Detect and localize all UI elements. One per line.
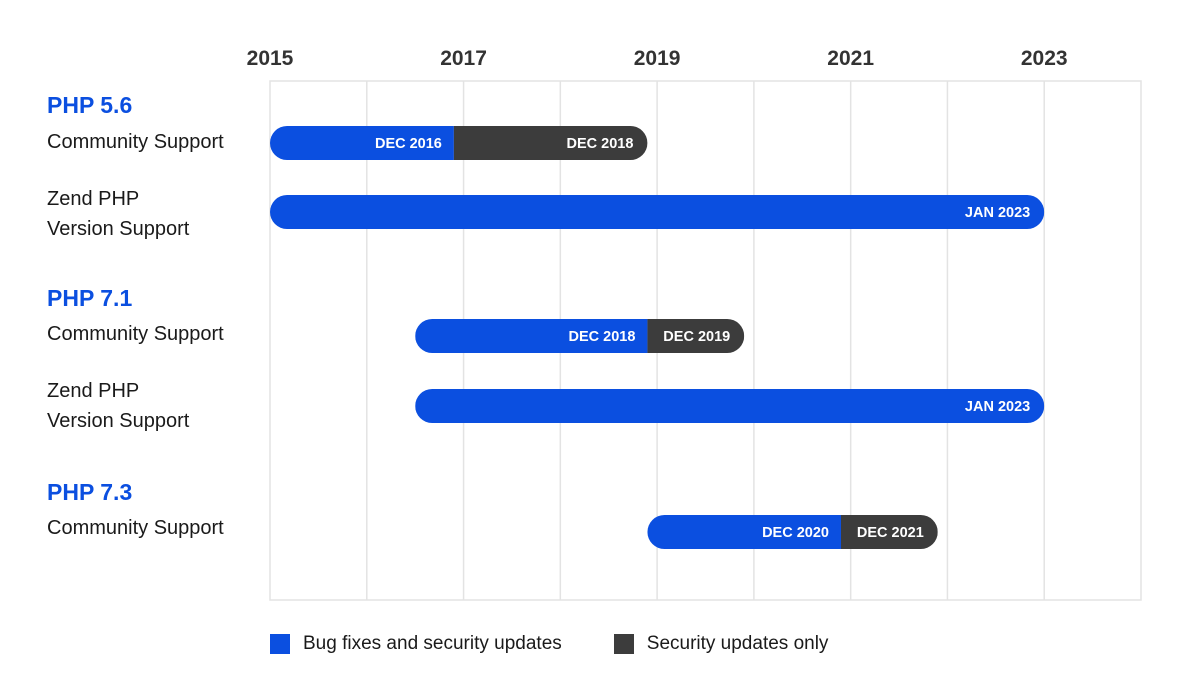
bar-segment-security-only xyxy=(840,515,938,549)
legend-item-bug-fixes: Bug fixes and security updates xyxy=(270,633,562,655)
legend-label: Bug fixes and security updates xyxy=(303,633,562,654)
x-tick-label: 2023 xyxy=(1021,47,1068,70)
row-label-php71-community: Community Support xyxy=(47,323,224,345)
row-label-php56-zend: Zend PHP Version Support xyxy=(47,188,190,240)
bar-end-label: DEC 2019 xyxy=(663,329,730,345)
bar-segment-bug-fixes xyxy=(270,126,454,160)
bar-end-label: DEC 2016 xyxy=(375,136,442,152)
row-label-php71-zend: Zend PHP Version Support xyxy=(47,380,190,432)
row-label-php73-community: Community Support xyxy=(47,517,224,539)
bar-row xyxy=(415,319,745,353)
bar-end-label: DEC 2021 xyxy=(857,525,924,541)
x-tick-label: 2021 xyxy=(827,47,874,70)
bar-row xyxy=(270,126,648,160)
group-title-php-5-6: PHP 5.6 xyxy=(47,92,133,118)
plot-frame xyxy=(269,80,1142,601)
x-tick-label: 2019 xyxy=(634,47,681,70)
bar-end-label: DEC 2018 xyxy=(567,136,634,152)
legend-label: Security updates only xyxy=(646,633,829,654)
bar-end-label: JAN 2023 xyxy=(965,205,1030,221)
bar-row xyxy=(415,389,1045,423)
bar-row xyxy=(270,195,1045,229)
group-title-php-7-3: PHP 7.3 xyxy=(47,479,133,505)
bar-segment-security-only xyxy=(453,126,648,160)
legend-item-security-only: Security updates only xyxy=(613,633,829,655)
bar-segment-bug-fixes xyxy=(270,195,1045,229)
bar-row xyxy=(647,515,938,549)
bar-segment-security-only xyxy=(647,319,745,353)
legend-swatch-dark xyxy=(613,634,634,654)
row-label-php56-community: Community Support xyxy=(47,131,224,153)
bar-end-label: DEC 2020 xyxy=(762,525,829,541)
bar-end-label: JAN 2023 xyxy=(965,399,1030,415)
x-tick-label: 2017 xyxy=(440,47,487,70)
x-tick-label: 2015 xyxy=(247,47,294,70)
bar-segment-bug-fixes xyxy=(415,389,1045,423)
bar-segment-bug-fixes xyxy=(415,319,648,353)
legend: Bug fixes and security updates Security … xyxy=(270,633,880,655)
group-title-php-7-1: PHP 7.1 xyxy=(47,285,133,311)
legend-swatch-blue xyxy=(270,634,290,654)
bar-segment-bug-fixes xyxy=(647,515,841,549)
bar-end-label: DEC 2018 xyxy=(569,329,636,345)
